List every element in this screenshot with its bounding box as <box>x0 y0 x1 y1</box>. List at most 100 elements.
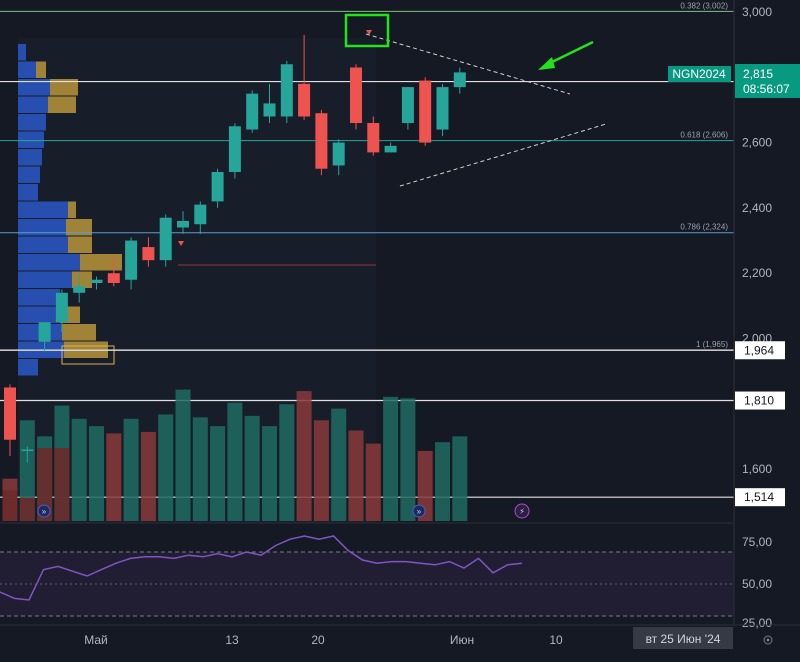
cursor-date-badge <box>633 627 733 649</box>
y-tick: 2,200 <box>742 266 772 280</box>
y-tick: 1,600 <box>742 462 772 476</box>
x-tick-may: Май <box>84 633 108 647</box>
volume-bar <box>313 420 329 521</box>
calendar-event-icon[interactable] <box>412 504 426 518</box>
price-badge-bg <box>735 488 785 507</box>
rsi-line[interactable] <box>0 535 523 601</box>
candle-body[interactable] <box>367 123 380 153</box>
x-tick-10: 10 <box>549 633 563 647</box>
volume-bar <box>140 431 156 521</box>
price-badge-label: 1,964 <box>744 343 774 357</box>
profile-bar-up <box>18 166 40 183</box>
rsi-tick-75: 75,00 <box>742 535 772 549</box>
symbol-name: NGN2024 <box>672 67 726 81</box>
volume-bar <box>400 398 416 521</box>
volume-bar <box>262 426 277 521</box>
profile-bar-up <box>18 149 42 166</box>
candle-body[interactable] <box>298 83 311 117</box>
candle-body[interactable] <box>90 279 103 283</box>
profile-bar-down <box>62 324 96 341</box>
settings-icon[interactable] <box>763 635 773 645</box>
price-lines <box>0 80 734 498</box>
price-badge-bg <box>735 341 785 360</box>
candle-body[interactable] <box>263 103 276 117</box>
candle-body[interactable] <box>73 286 86 293</box>
fib-label: 0.618 (2,606) <box>680 131 728 140</box>
price-badge-label: 1,810 <box>744 394 774 408</box>
rsi-tick-25: 25,00 <box>742 616 772 630</box>
profile-bar-down <box>36 61 46 78</box>
candle-body[interactable] <box>55 292 68 323</box>
candle-body[interactable] <box>384 145 397 153</box>
volume-bar-overlay <box>54 448 70 521</box>
candle-body[interactable] <box>350 67 362 124</box>
candle-body[interactable] <box>280 64 293 117</box>
cursor-date: вт 25 Июн '24 <box>646 632 721 646</box>
profile-bar-up <box>18 44 26 61</box>
price-badge-label: 1,514 <box>744 490 774 504</box>
candle-body[interactable] <box>246 93 259 130</box>
volume-bar-overlay <box>19 497 35 521</box>
candle-body[interactable] <box>419 80 432 143</box>
candle-body[interactable] <box>107 273 120 283</box>
green-arrow-line[interactable] <box>547 40 594 66</box>
volume-bar <box>19 420 35 521</box>
volume-bar <box>331 408 347 521</box>
down-arrow-marker <box>366 30 372 35</box>
profile-bar-up <box>18 201 68 218</box>
volume-bar <box>71 418 87 521</box>
y-tick: 2,400 <box>742 201 772 215</box>
y-tick: 2,600 <box>742 136 772 150</box>
calendar-event-icon[interactable] <box>37 504 51 518</box>
volume-bar <box>417 450 433 521</box>
candle-body[interactable] <box>228 126 241 172</box>
profile-bar-down <box>48 96 76 113</box>
volume-bar <box>383 396 399 521</box>
profile-bar-up <box>18 289 60 306</box>
candle-body[interactable] <box>21 449 34 452</box>
candle-body[interactable] <box>211 171 224 202</box>
candle-body[interactable] <box>177 220 189 228</box>
candle-body[interactable] <box>332 142 345 166</box>
candle-body[interactable] <box>194 204 207 225</box>
profile-bar-up <box>18 359 38 376</box>
event-icons: » » ⚡ <box>37 503 530 519</box>
candle-body[interactable] <box>125 240 138 280</box>
fib-label: 0.786 (2,324) <box>680 223 728 232</box>
x-tick-june: Июн <box>450 633 474 647</box>
volume-bar <box>123 418 139 521</box>
x-tick-20: 20 <box>311 633 325 647</box>
last-price-badge <box>735 64 800 98</box>
fib-label: 0.382 (3,002) <box>680 1 728 10</box>
candle-body[interactable] <box>401 87 414 124</box>
candle-body[interactable] <box>38 322 51 342</box>
rsi-tick-50: 50,00 <box>742 577 772 591</box>
volume-bar <box>158 414 174 521</box>
candle-body[interactable] <box>4 387 16 440</box>
profile-bar-up <box>18 254 80 271</box>
volume-bar <box>106 433 122 521</box>
candle-body[interactable] <box>315 113 328 169</box>
candle-body[interactable] <box>436 87 449 130</box>
volume-bar <box>210 426 226 521</box>
highlight-box[interactable] <box>344 13 390 48</box>
upper-trend-line[interactable] <box>365 33 571 95</box>
event-glyph: » <box>417 507 422 516</box>
profile-bar-down <box>80 254 122 271</box>
candle-body[interactable] <box>453 72 466 88</box>
time-axis[interactable]: Май 13 20 Июн 10 вт 25 Июн '24 <box>0 624 800 649</box>
volume-bar <box>279 404 295 521</box>
candle-body[interactable] <box>142 247 155 261</box>
profile-poc-box <box>61 345 115 365</box>
symbol-badge-bg <box>668 66 731 82</box>
news-event-icon[interactable] <box>514 503 530 519</box>
lower-trend-line[interactable] <box>399 123 607 187</box>
candle-body[interactable] <box>159 217 172 261</box>
profile-bar-down <box>68 201 76 218</box>
volume-bar-overlay <box>37 448 53 521</box>
profile-bar-up <box>18 61 36 78</box>
profile-bar-up <box>18 114 46 131</box>
